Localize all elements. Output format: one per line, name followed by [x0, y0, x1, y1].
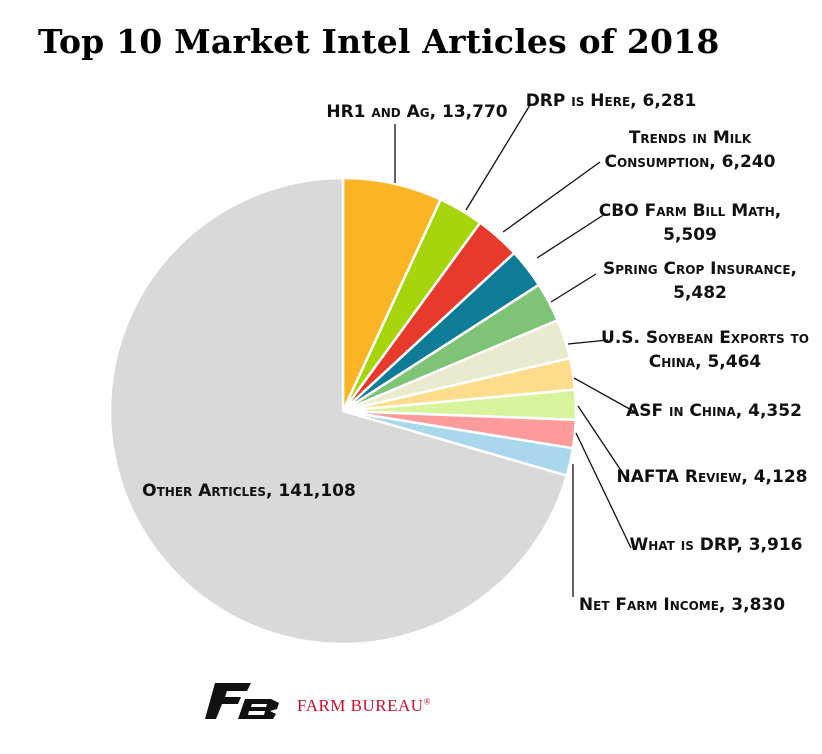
leader-line-trends-in-milk-consumption: [502, 161, 601, 233]
slice-label-asf-in-china: ASF in China, 4,352: [626, 401, 802, 421]
page-title: Top 10 Market Intel Articles of 2018: [38, 22, 720, 61]
leader-line-what-is-drp: [575, 432, 632, 549]
brand-name: FARM BUREAU®: [297, 696, 431, 716]
slice-label-nafta-review: NAFTA Review, 4,128: [617, 467, 808, 487]
farm-bureau-fb-icon: [205, 683, 279, 719]
leader-line-asf-in-china: [573, 377, 636, 413]
slice-label-net-farm-income: Net Farm Income, 3,830: [579, 595, 785, 615]
slice-label-cbo-farm-bill-math: CBO Farm Bill Math, 5,509: [599, 201, 781, 245]
leader-line-spring-crop-insurance: [550, 273, 597, 303]
brand-name-text: FARM BUREAU: [297, 696, 424, 715]
slice-label-hr1-and-ag: HR1 and Ag, 13,770: [326, 102, 507, 122]
slice-label-spring-crop-insurance: Spring Crop Insurance, 5,482: [603, 259, 797, 303]
slice-label-u-s-soybean-exports-to-china: U.S. Soybean Exports to China, 5,464: [601, 328, 809, 372]
pie-slice-other-articles: [108, 176, 569, 646]
registered-mark: ®: [423, 696, 431, 707]
leader-line-cbo-farm-bill-math: [536, 213, 606, 259]
farm-bureau-logo: FARM BUREAU®: [205, 681, 465, 721]
pie-slices: [108, 176, 578, 646]
leader-line-nafta-review: [577, 405, 627, 479]
slice-label-other-articles: Other Articles, 141,108: [142, 481, 356, 501]
slice-label-drp-is-here: DRP is Here, 6,281: [526, 91, 697, 111]
slice-label-trends-in-milk-consumption: Trends in Milk Consumption, 6,240: [605, 128, 776, 172]
leader-line-u-s-soybean-exports-to-china: [567, 339, 609, 345]
leader-line-drp-is-here: [465, 104, 531, 211]
slice-label-what-is-drp: What is DRP, 3,916: [630, 535, 803, 555]
pie-labels: HR1 and Ag, 13,770 DRP is Here, 6,281 Tren…: [142, 91, 809, 615]
